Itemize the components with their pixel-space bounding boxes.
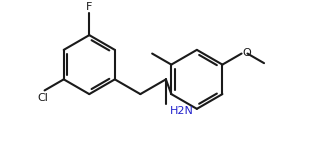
Text: H2N: H2N	[170, 106, 194, 116]
Text: O: O	[243, 48, 251, 58]
Text: F: F	[86, 2, 93, 12]
Text: Cl: Cl	[37, 93, 48, 103]
